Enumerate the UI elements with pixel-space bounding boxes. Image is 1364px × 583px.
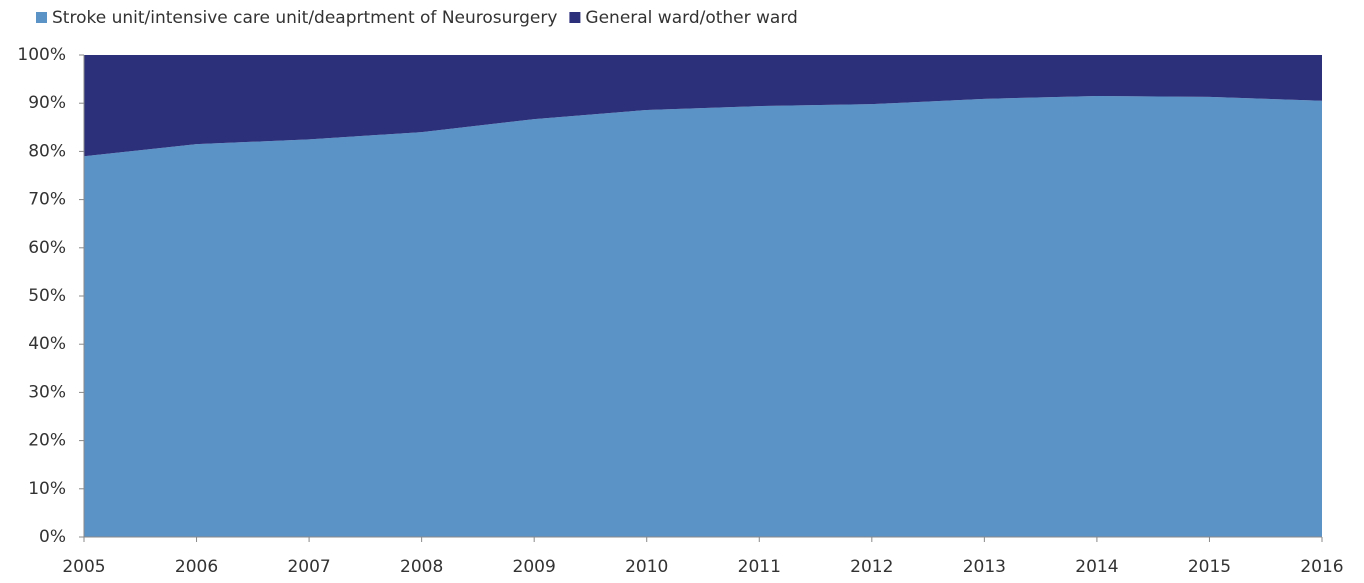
y-tick-label: 10% [28,479,66,499]
area [84,55,1322,157]
x-tick-label: 2006 [175,557,218,577]
y-tick-label: 0% [39,527,66,547]
x-tick-label: 2016 [1300,557,1343,577]
legend-swatch [569,12,581,23]
y-tick-label: 50% [28,286,66,306]
y-tick-label: 60% [28,238,66,258]
x-tick-label: 2007 [287,557,330,577]
y-tick-label: 70% [28,190,66,210]
legend-label: Stroke unit/intensive care unit/deaprtme… [52,8,557,28]
x-tick-label: 2015 [1188,557,1231,577]
y-tick-label: 80% [28,141,66,161]
legend-swatch [36,12,47,23]
x-tick-label: 2012 [850,557,893,577]
y-tick-label: 30% [28,382,66,402]
x-tick-label: 2013 [963,557,1006,577]
y-tick-label: 20% [28,431,66,451]
y-tick-label: 40% [28,334,66,354]
area [84,95,1322,537]
x-tick-label: 2011 [738,557,781,577]
x-tick-label: 2005 [62,557,105,577]
y-tick-label: 90% [28,93,66,113]
y-tick-label: 100% [17,45,66,65]
x-tick-label: 2009 [513,557,556,577]
x-tick-label: 2014 [1075,557,1118,577]
x-tick-label: 2008 [400,557,443,577]
legend-label: General ward/other ward [585,8,797,28]
x-tick-label: 2010 [625,557,668,577]
